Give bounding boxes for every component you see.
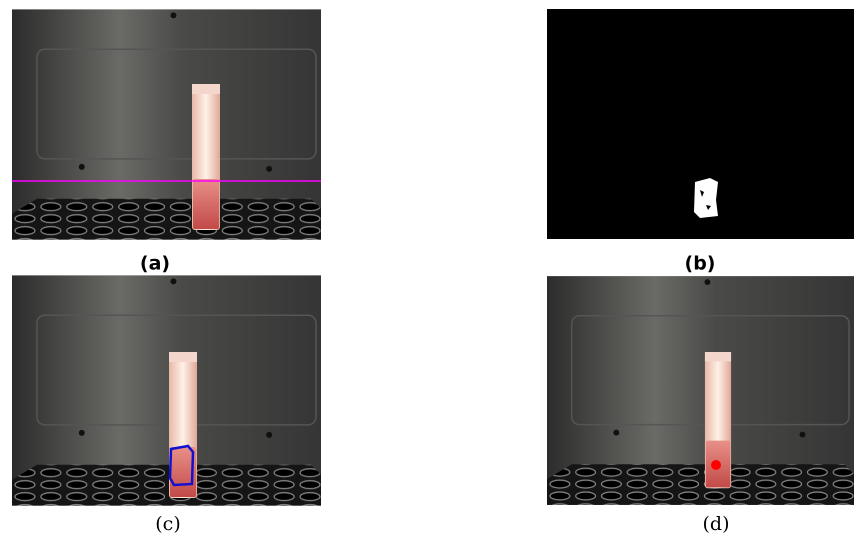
- panel-c: [12, 275, 321, 505]
- panel-a: [12, 9, 321, 239]
- panel-d: [547, 276, 854, 505]
- centroid: [711, 460, 721, 470]
- contour: [168, 444, 195, 487]
- caption: (b): [685, 253, 716, 275]
- panel-b: [547, 9, 854, 239]
- mask-blob: [694, 178, 718, 218]
- caption: (c): [155, 513, 180, 535]
- caption: (a): [140, 253, 170, 275]
- caption: (d): [703, 513, 730, 535]
